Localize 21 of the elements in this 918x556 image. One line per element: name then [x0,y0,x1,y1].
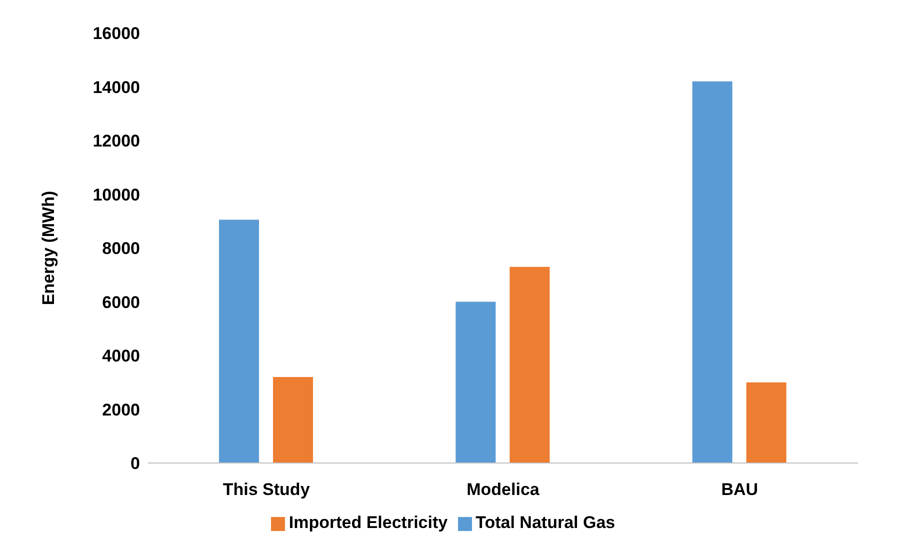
y-tick-label: 14000 [92,78,140,97]
bar [456,302,496,463]
bar [273,377,313,463]
y-tick-label: 8000 [102,239,140,258]
bar [219,220,259,463]
x-tick-label: This Study [222,480,310,500]
y-tick-label: 10000 [92,185,140,204]
y-tick-label: 2000 [102,400,140,420]
bar [510,266,550,463]
y-tick-label: 6000 [102,292,140,312]
bar [746,382,786,463]
legend-label: Imported Electricity [288,513,448,532]
y-tick-label: 4000 [102,346,140,366]
x-tick-label: Modelica [466,480,540,500]
legend-label: Total Natural Gas [476,513,616,532]
y-tick-label: 16000 [92,24,140,44]
y-axis-title: Energy (MWh) [39,190,58,306]
bar [692,81,732,463]
y-tick-label: 12000 [92,132,140,151]
x-tick-label: BAU [721,480,758,500]
y-tick-label: 0 [130,454,140,474]
